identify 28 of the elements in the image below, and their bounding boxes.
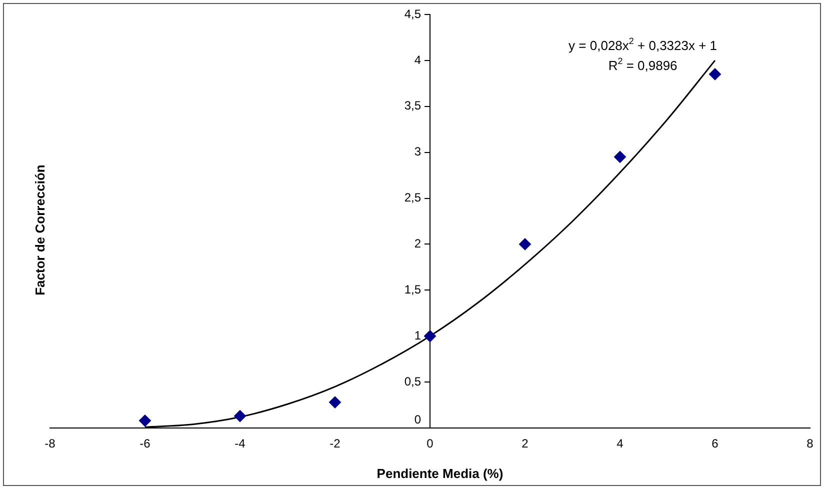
y-tick-label: 2,5 <box>404 190 422 205</box>
x-tick-label: 4 <box>616 436 624 451</box>
x-tick-label: 2 <box>522 436 529 451</box>
y-tick-label: 2 <box>414 236 422 251</box>
y-tick-label: 4 <box>414 52 422 67</box>
y-tick-label: 4,5 <box>404 6 422 21</box>
x-tick-label: 6 <box>712 436 719 451</box>
x-tick-label: 0 <box>426 436 434 451</box>
y-axis-title: Factor de Corrección <box>32 164 48 296</box>
y-tick-label: 1,5 <box>404 282 422 296</box>
x-tick-label: 8 <box>806 436 814 451</box>
x-tick-label: -4 <box>234 436 246 451</box>
point <box>519 238 531 250</box>
y-tick-label: 3 <box>414 144 422 159</box>
x-tick-label: -2 <box>330 436 341 451</box>
y-tick-label: 0 <box>414 412 422 426</box>
x-tick-label: -8 <box>44 436 56 451</box>
point <box>139 414 151 427</box>
point <box>234 410 246 422</box>
x-tick-label: -6 <box>140 436 151 451</box>
y-tick-label: 1 <box>414 328 422 342</box>
point <box>614 150 626 163</box>
y-tick-label: 0,5 <box>404 374 422 388</box>
y-tick-label: 3,5 <box>404 98 422 113</box>
point <box>329 396 341 408</box>
point <box>424 330 436 342</box>
point <box>709 68 721 80</box>
x-axis-title: Pendiente Media (%) <box>376 466 504 481</box>
